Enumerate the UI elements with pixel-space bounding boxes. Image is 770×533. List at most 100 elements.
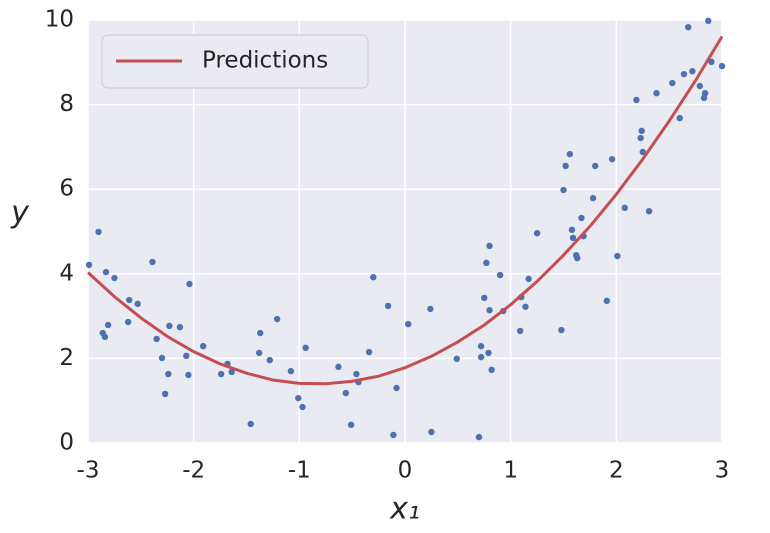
point	[102, 268, 110, 276]
point	[569, 234, 577, 242]
point	[95, 228, 102, 236]
point	[496, 271, 504, 279]
y-tick-label: 4	[59, 260, 74, 286]
point	[85, 261, 93, 269]
point	[370, 273, 377, 281]
point	[621, 204, 628, 212]
point	[614, 252, 621, 260]
legend	[101, 34, 369, 89]
point	[705, 17, 712, 25]
point	[302, 344, 309, 352]
point	[161, 390, 169, 398]
x-tick-label: 3	[715, 458, 730, 484]
legend-label: Predictions	[202, 48, 328, 74]
point	[153, 335, 160, 343]
point	[342, 389, 350, 397]
point	[287, 367, 295, 375]
point	[134, 300, 141, 308]
point	[427, 305, 434, 313]
point	[486, 242, 493, 250]
point	[477, 353, 485, 361]
point	[273, 315, 281, 323]
x-tick-label: 2	[609, 458, 624, 484]
point	[488, 366, 495, 374]
point	[335, 363, 342, 371]
point	[217, 370, 225, 378]
point	[589, 194, 597, 202]
point	[696, 82, 704, 90]
point	[404, 320, 412, 328]
point	[637, 134, 644, 142]
x-axis-label: x₁	[389, 492, 420, 527]
point	[347, 421, 355, 429]
x-tick-label: -2	[182, 458, 205, 484]
point	[718, 62, 726, 70]
point	[111, 274, 118, 282]
point	[486, 306, 493, 314]
point	[228, 368, 235, 376]
y-tick-label: 2	[59, 345, 74, 371]
point	[608, 155, 616, 163]
point	[393, 384, 400, 392]
point	[522, 303, 529, 310]
point	[299, 403, 306, 411]
point	[124, 318, 132, 326]
point	[477, 342, 485, 350]
point	[353, 370, 360, 378]
point	[645, 207, 653, 215]
y-tick-label: 6	[59, 176, 74, 202]
y-axis-label: y	[10, 196, 30, 231]
point	[475, 433, 483, 441]
point	[633, 96, 640, 104]
grid	[87, 19, 723, 444]
y-tick-label: 0	[59, 430, 74, 456]
point	[592, 162, 599, 170]
x-tick-label: -1	[288, 458, 311, 484]
point	[199, 342, 207, 350]
point	[676, 114, 683, 122]
point	[99, 329, 106, 337]
point	[708, 58, 715, 66]
point	[255, 349, 263, 357]
point	[266, 356, 273, 364]
point	[428, 428, 435, 436]
point	[126, 296, 133, 304]
point	[669, 79, 676, 87]
point	[680, 70, 688, 78]
point	[533, 229, 541, 237]
point	[558, 326, 565, 334]
point	[578, 214, 585, 222]
point	[183, 352, 190, 360]
x-tick-label: 1	[503, 458, 518, 484]
y-tick-label: 8	[59, 91, 74, 117]
y-tick-label: 10	[45, 7, 74, 33]
point	[104, 321, 112, 329]
point	[485, 349, 492, 357]
point	[257, 329, 264, 337]
point	[481, 294, 488, 302]
point	[603, 297, 611, 305]
point	[562, 162, 569, 170]
point	[390, 431, 397, 439]
point	[295, 394, 302, 402]
point	[247, 420, 254, 428]
point	[566, 150, 574, 158]
point	[639, 148, 646, 156]
point	[166, 322, 173, 330]
point	[568, 226, 576, 234]
point	[185, 371, 192, 379]
point	[165, 370, 172, 378]
point	[689, 67, 696, 75]
line	[86, 35, 724, 386]
point	[574, 254, 581, 262]
point	[638, 127, 645, 135]
point	[525, 275, 532, 283]
x-tick-label: 0	[398, 458, 413, 484]
point	[701, 89, 709, 97]
point	[176, 323, 184, 331]
point	[384, 302, 392, 310]
point	[516, 327, 524, 335]
marks	[85, 17, 726, 441]
point	[560, 186, 567, 194]
